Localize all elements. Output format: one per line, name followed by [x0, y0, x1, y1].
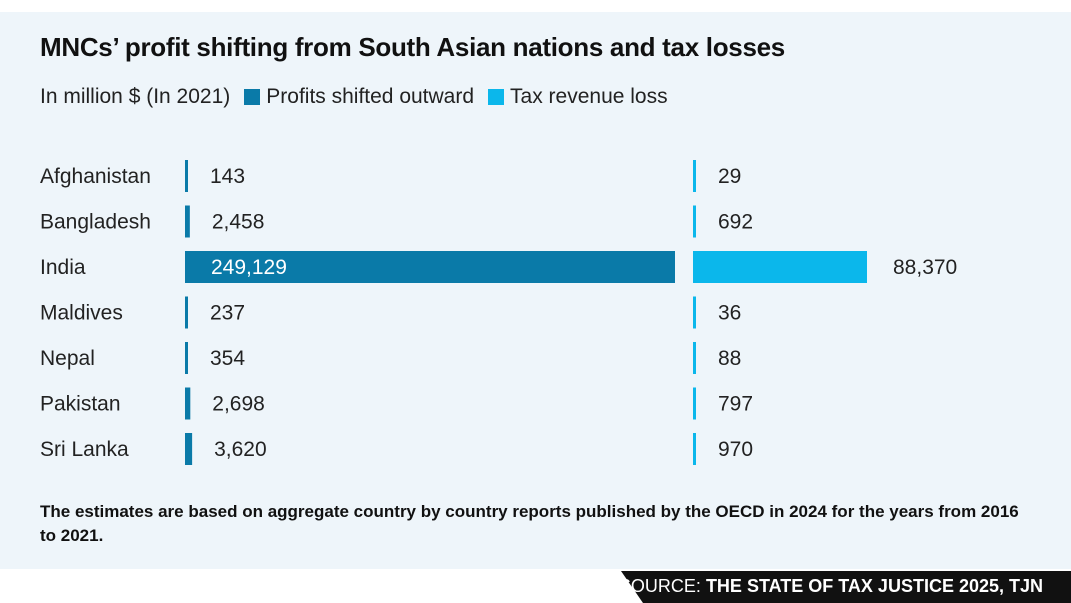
bar-profits-bangladesh [185, 205, 190, 238]
value-profits-sri-lanka: 3,620 [214, 438, 267, 461]
value-profits-pakistan: 2,698 [212, 393, 265, 416]
value-tax-bangladesh: 692 [718, 211, 753, 234]
chart-title: MNCs’ profit shifting from South Asian n… [40, 32, 785, 62]
legend-item-tax: Tax revenue loss [488, 85, 668, 109]
bar-profits-pakistan [185, 387, 191, 420]
value-profits-nepal: 354 [210, 347, 245, 370]
legend-label-tax: Tax revenue loss [510, 85, 668, 108]
bar-tax-afghanistan [693, 160, 696, 192]
bar-profits-maldives [185, 296, 188, 329]
row-label-pakistan: Pakistan [40, 393, 121, 416]
row-label-bangladesh: Bangladesh [40, 211, 151, 234]
legend-swatch-profits [244, 89, 261, 105]
chart-panel [0, 12, 1071, 569]
row-label-afghanistan: Afghanistan [40, 165, 151, 188]
value-tax-afghanistan: 29 [718, 165, 741, 188]
source-name: THE STATE OF TAX JUSTICE 2025, TJN [705, 576, 1043, 596]
legend-label-profits: Profits shifted outward [266, 85, 475, 108]
bar-profits-sri-lanka [185, 433, 193, 465]
bar-profits-india [185, 251, 675, 283]
source-prefix: SOURCE: [618, 576, 701, 596]
row-label-nepal: Nepal [40, 347, 95, 370]
legend: In million $ (In 2021) Profits shifted o… [40, 85, 682, 109]
value-tax-pakistan: 797 [718, 393, 753, 416]
row-label-sri-lanka: Sri Lanka [40, 438, 129, 461]
value-profits-bangladesh: 2,458 [212, 211, 265, 234]
legend-item-profits: Profits shifted outward [244, 85, 474, 109]
source-credit: SOURCE: THE STATE OF TAX JUSTICE 2025, T… [619, 576, 1043, 597]
value-profits-maldives: 237 [210, 302, 245, 325]
footnote: The estimates are based on aggregate cou… [40, 502, 1019, 545]
legend-swatch-tax [488, 89, 505, 105]
bar-tax-india [693, 251, 867, 283]
bar-tax-sri-lanka [693, 433, 696, 465]
row-label-india: India [40, 256, 86, 279]
bar-tax-bangladesh [693, 205, 696, 238]
legend-unit: In million $ (In 2021) [40, 85, 231, 108]
value-tax-maldives: 36 [718, 302, 741, 325]
bar-tax-pakistan [693, 387, 696, 420]
value-profits-afghanistan: 143 [210, 165, 245, 188]
row-label-maldives: Maldives [40, 302, 123, 325]
bar-tax-maldives [693, 296, 696, 329]
value-tax-nepal: 88 [718, 347, 741, 370]
bar-profits-afghanistan [185, 160, 188, 192]
value-profits-india: 249,129 [211, 256, 287, 279]
bar-tax-nepal [693, 342, 696, 374]
value-tax-sri-lanka: 970 [718, 438, 753, 461]
bar-profits-nepal [185, 342, 188, 374]
value-tax-india: 88,370 [893, 256, 957, 279]
source-banner [621, 571, 1071, 603]
